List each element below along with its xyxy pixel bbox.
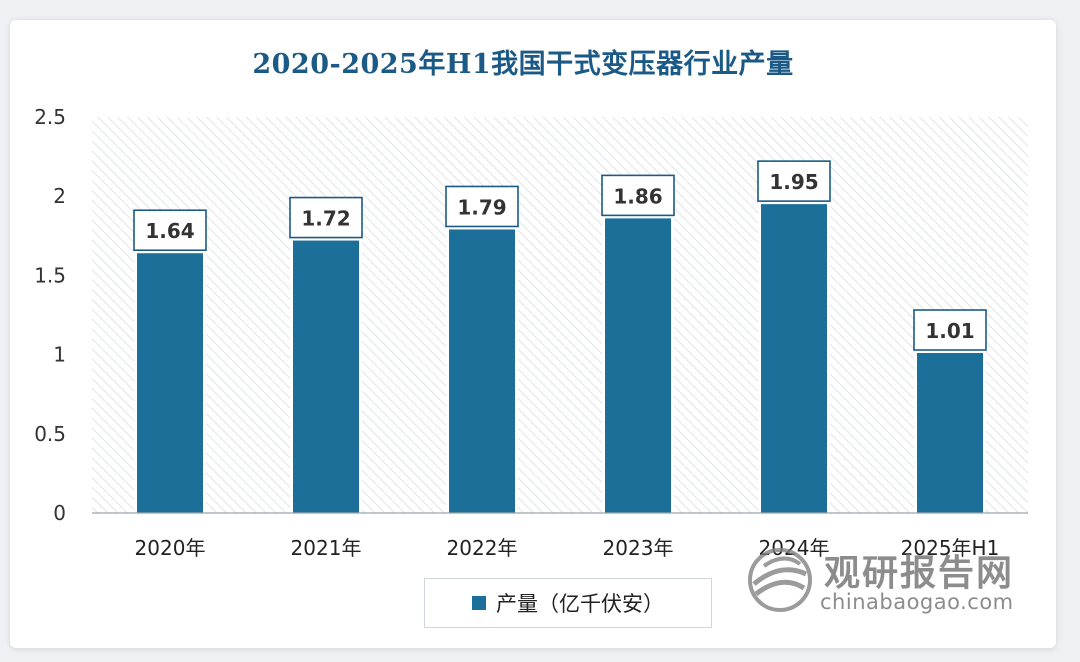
x-tick-label: 2023年	[603, 536, 674, 560]
legend-label: 产量（亿千伏安）	[496, 592, 664, 616]
bars: 1.64 1.72 1.79 1.86 1.95 1.01	[133, 160, 987, 514]
chart-title: 2020-2025年H1我国干式变压器行业产量	[252, 49, 794, 80]
data-label: 1.95	[769, 170, 818, 194]
data-label: 1.86	[613, 184, 662, 208]
legend-swatch	[472, 596, 486, 610]
data-label-box	[601, 174, 675, 217]
x-tick-label: 2021年	[291, 536, 362, 560]
data-label-box	[757, 160, 831, 202]
plot-area-background	[92, 117, 1028, 513]
bar	[917, 353, 983, 513]
y-tick-label: 0.5	[34, 422, 66, 446]
watermark: 观研报告网 chinabaogao.com	[740, 538, 1040, 628]
data-label-box	[133, 209, 207, 252]
data-label: 1.01	[925, 319, 974, 343]
data-label: 1.72	[301, 207, 350, 231]
watermark-brand-cn: 观研报告网	[824, 553, 1015, 594]
data-label: 1.64	[145, 219, 194, 243]
y-axis: 0 0.5 1 1.5 2 2.5	[34, 105, 66, 525]
y-tick-label: 0	[53, 501, 66, 525]
x-tick-label: 2020年	[135, 536, 206, 560]
y-tick-label: 2	[53, 184, 66, 208]
legend: 产量（亿千伏安）	[424, 578, 712, 628]
data-label-box	[445, 185, 519, 228]
bar	[449, 229, 515, 514]
data-label: 1.79	[457, 195, 506, 219]
x-tick-label: 2024年	[759, 536, 830, 560]
data-label-box	[913, 309, 987, 351]
watermark-brand-en: chinabaogao.com	[820, 590, 1014, 614]
y-tick-label: 1.5	[34, 263, 66, 287]
bar	[761, 204, 827, 513]
y-tick-label: 2.5	[34, 105, 66, 129]
x-tick-label: 2025年H1	[901, 536, 1000, 560]
data-label-box	[289, 196, 363, 239]
y-tick-label: 1	[53, 343, 66, 367]
bar	[293, 240, 359, 513]
globe-swirl-logo-icon	[748, 548, 812, 612]
bar	[605, 218, 671, 513]
bar	[137, 253, 203, 513]
x-axis: 2020年 2021年 2022年 2023年 2024年 2025年H1	[92, 512, 1028, 560]
x-tick-label: 2022年	[447, 536, 518, 560]
